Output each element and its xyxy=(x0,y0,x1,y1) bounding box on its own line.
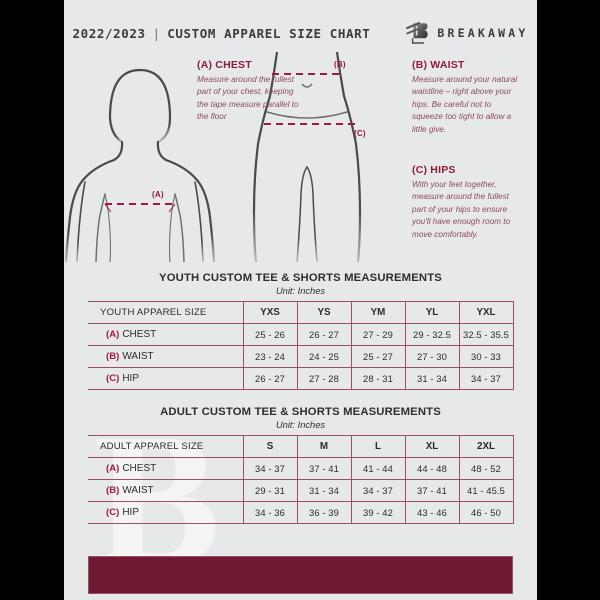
chest-description-heading: (A) CHEST xyxy=(197,59,252,71)
adult-size-m: M xyxy=(296,435,352,458)
youth-size-ys: YS xyxy=(296,301,352,324)
adult-size-xl: XL xyxy=(404,435,460,458)
table-cell: 44 - 48 xyxy=(404,457,460,480)
row-marker: (B) xyxy=(106,485,120,496)
adult-size-table: ADULT APPAREL SIZE S M L XL 2XL (A) CHEST… xyxy=(88,435,514,524)
adult-size-2xl: 2XL xyxy=(458,435,514,458)
youth-size-yl: YL xyxy=(404,301,460,324)
table-cell: 24 - 25 xyxy=(296,345,352,368)
youth-row-label-waist: (B) WAIST xyxy=(88,345,243,368)
youth-size-table-block: YOUTH CUSTOM TEE & SHORTS MEASUREMENTS U… xyxy=(88,272,514,390)
hips-front-silhouette xyxy=(252,52,362,262)
youth-row-label-hip: (C) HIP xyxy=(88,367,243,390)
table-header-row: YOUTH APPAREL SIZE YXS YS YM YL YXL xyxy=(88,301,514,324)
table-cell: 32.5 - 35.5 xyxy=(458,323,514,346)
torso-front-silhouette xyxy=(64,68,216,262)
table-cell: 29 - 31 xyxy=(242,479,298,502)
table-cell: 41 - 45.5 xyxy=(458,479,514,502)
adult-row-label-chest: (A) CHEST xyxy=(88,457,243,480)
youth-table-unit: Unit: Inches xyxy=(275,286,326,296)
table-cell: 27 - 28 xyxy=(296,367,352,390)
row-name: WAIST xyxy=(122,485,154,496)
adult-table-unit: Unit: Inches xyxy=(275,420,326,430)
table-cell: 28 - 31 xyxy=(350,367,406,390)
measurement-diagram: (A) (B) (C) (A) CHEST Measure around the… xyxy=(64,52,537,262)
table-cell: 39 - 42 xyxy=(350,501,406,524)
hips-description-heading: (C) HIPS xyxy=(412,164,456,176)
table-cell: 26 - 27 xyxy=(242,367,298,390)
adult-table-title: ADULT CUSTOM TEE & SHORTS MEASUREMENTS xyxy=(160,406,441,418)
adult-label-header: ADULT APPAREL SIZE xyxy=(88,435,243,458)
adult-row-label-hip: (C) HIP xyxy=(88,501,243,524)
adult-row-label-waist: (B) WAIST xyxy=(88,479,243,502)
table-cell: 27 - 29 xyxy=(350,323,406,346)
youth-size-table: YOUTH APPAREL SIZE YXS YS YM YL YXL (A) C… xyxy=(88,301,514,390)
row-marker: (C) xyxy=(106,373,120,384)
table-cell: 27 - 30 xyxy=(404,345,460,368)
table-row: (B) WAIST 23 - 24 24 - 25 25 - 27 27 - 30… xyxy=(88,345,514,368)
youth-size-yxl: YXL xyxy=(458,301,514,324)
footer-brand-bar xyxy=(88,556,513,594)
table-cell: 36 - 39 xyxy=(296,501,352,524)
table-cell: 30 - 33 xyxy=(458,345,514,368)
adult-size-table-block: ADULT CUSTOM TEE & SHORTS MEASUREMENTS U… xyxy=(88,406,514,524)
page-title: CUSTOM APPAREL SIZE CHART xyxy=(167,25,371,41)
waist-description-heading: (B) WAIST xyxy=(412,59,465,71)
youth-size-ym: YM xyxy=(350,301,406,324)
waist-marker-label: (B) xyxy=(334,60,346,69)
waist-description-text: Measure around your natural waistline – … xyxy=(412,75,518,134)
table-cell: 34 - 37 xyxy=(350,479,406,502)
table-cell: 31 - 34 xyxy=(296,479,352,502)
row-marker: (A) xyxy=(106,463,120,474)
row-name: WAIST xyxy=(122,351,154,362)
youth-row-label-chest: (A) CHEST xyxy=(88,323,243,346)
adult-size-l: L xyxy=(350,435,406,458)
table-cell: 34 - 36 xyxy=(242,501,298,524)
table-cell: 37 - 41 xyxy=(296,457,352,480)
row-marker: (B) xyxy=(106,351,120,362)
adult-size-s: S xyxy=(242,435,298,458)
table-cell: 29 - 32.5 xyxy=(404,323,460,346)
table-cell: 31 - 34 xyxy=(404,367,460,390)
table-cell: 34 - 37 xyxy=(458,367,514,390)
row-marker: (A) xyxy=(106,329,120,340)
youth-size-yxs: YXS xyxy=(242,301,298,324)
table-cell: 46 - 50 xyxy=(458,501,514,524)
row-name: HIP xyxy=(122,373,139,384)
table-row: (C) HIP 26 - 27 27 - 28 28 - 31 31 - 34 3… xyxy=(88,367,514,390)
table-cell: 43 - 46 xyxy=(404,501,460,524)
table-header-row: ADULT APPAREL SIZE S M L XL 2XL xyxy=(88,435,514,458)
brand-name: BREAKAWAY xyxy=(437,26,529,40)
table-cell: 41 - 44 xyxy=(350,457,406,480)
table-cell: 48 - 52 xyxy=(458,457,514,480)
youth-table-title: YOUTH CUSTOM TEE & SHORTS MEASUREMENTS xyxy=(159,272,442,284)
chest-marker-label: (A) xyxy=(152,190,164,199)
header-separator: | xyxy=(152,25,161,41)
table-row: (A) CHEST 25 - 26 26 - 27 27 - 29 29 - 32… xyxy=(88,323,514,346)
breakaway-b-logo-icon xyxy=(406,21,428,45)
table-cell: 34 - 37 xyxy=(242,457,298,480)
row-name: HIP xyxy=(122,507,139,518)
row-marker: (C) xyxy=(106,507,120,518)
header-season: 2022/2023 xyxy=(72,25,146,41)
youth-label-header: YOUTH APPAREL SIZE xyxy=(88,301,243,324)
body-figures-svg xyxy=(64,52,362,262)
size-chart-page: B 2022/2023 | CUSTOM APPAREL SIZE CHART xyxy=(64,0,537,600)
table-row: (A) CHEST 34 - 37 37 - 41 41 - 44 44 - 48… xyxy=(88,457,514,480)
hips-marker-label: (C) xyxy=(354,129,366,138)
table-row: (C) HIP 34 - 36 36 - 39 39 - 42 43 - 46 4… xyxy=(88,501,514,524)
table-cell: 26 - 27 xyxy=(296,323,352,346)
table-cell: 25 - 26 xyxy=(242,323,298,346)
table-cell: 23 - 24 xyxy=(242,345,298,368)
table-cell: 25 - 27 xyxy=(350,345,406,368)
navel-mark xyxy=(301,83,313,88)
table-row: (B) WAIST 29 - 31 31 - 34 34 - 37 37 - 41… xyxy=(88,479,514,502)
page-header: 2022/2023 | CUSTOM APPAREL SIZE CHART xyxy=(64,18,537,48)
row-name: CHEST xyxy=(122,463,157,474)
hips-description-text: With your feet together, measure around … xyxy=(412,180,511,239)
row-name: CHEST xyxy=(122,329,157,340)
chest-description-text: Measure around the fullest part of your … xyxy=(197,75,299,122)
table-cell: 37 - 41 xyxy=(404,479,460,502)
